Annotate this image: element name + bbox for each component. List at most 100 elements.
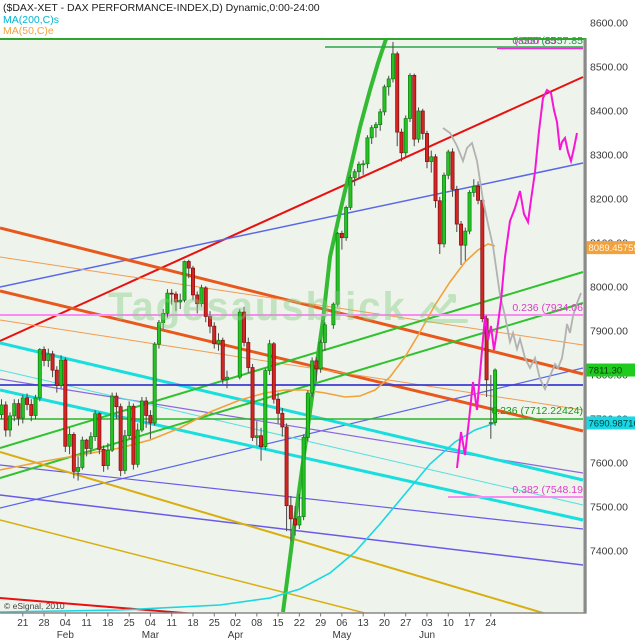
candle-up <box>378 111 383 125</box>
candle-up <box>335 232 340 305</box>
candle-up <box>161 313 166 323</box>
fib-label: 0.236 (7934.06 <box>512 302 583 314</box>
date-label: 25 <box>124 618 136 629</box>
candle-up <box>369 127 374 139</box>
month-label: Feb <box>57 630 75 640</box>
blue-uptrend-1 <box>0 162 584 288</box>
red-major-uptrend <box>0 76 584 342</box>
date-label: 04 <box>60 618 72 629</box>
candle-down <box>3 404 8 431</box>
candle-up <box>225 376 229 380</box>
date-label: 02 <box>230 618 242 629</box>
candle-up <box>322 324 327 343</box>
time-axis-labels: 21 28 04 11 18 25 04 11 18 25 02 08 15 22 29 06 13 20 27 03… <box>17 613 497 640</box>
candle-down <box>459 223 463 246</box>
candle-up <box>135 429 140 465</box>
candle-down <box>144 400 149 416</box>
candle-up <box>110 395 115 451</box>
gold-downtrend-1 <box>0 451 547 613</box>
date-label: 15 <box>273 618 285 629</box>
candle-up <box>408 75 412 119</box>
legend-ma200: MA(200,C)s <box>3 14 59 26</box>
candle-down <box>42 349 47 361</box>
candle-down <box>271 343 276 400</box>
candle-up <box>93 413 98 437</box>
candle-up <box>493 369 498 423</box>
candle-down <box>195 294 200 305</box>
candle-up <box>318 342 323 370</box>
candle-down <box>425 133 429 162</box>
candle-up <box>344 207 349 239</box>
candle-up <box>237 311 242 378</box>
date-label: 10 <box>443 618 455 629</box>
candle-up <box>127 405 132 437</box>
candle-up <box>59 359 64 386</box>
price-axis-labels: 8600.008500.008400.008300.008200.008100.… <box>590 18 628 558</box>
candle-down <box>450 151 455 190</box>
candle-down <box>276 398 281 414</box>
candle-up <box>356 163 361 173</box>
fib-label: 0.382 (7548.19 <box>512 484 583 496</box>
date-label: 03 <box>421 618 433 629</box>
candle-up <box>263 370 268 448</box>
date-label: 21 <box>17 618 29 629</box>
candle-up <box>67 434 72 447</box>
gray-analog-line <box>442 127 582 392</box>
candle-down <box>399 131 404 154</box>
fib-label: 0.000 (8557.85 <box>512 35 583 47</box>
candle-up <box>365 137 370 165</box>
candle-down <box>250 367 255 438</box>
candle-up <box>122 435 127 471</box>
candle-up <box>429 156 434 162</box>
candle-down <box>395 53 400 133</box>
candle-down <box>433 156 438 202</box>
price-axis-label: 7400.00 <box>590 546 628 558</box>
price-axis-label: 7900.00 <box>590 326 628 338</box>
candle-down <box>54 369 59 386</box>
candle-down <box>420 110 425 134</box>
candle-down <box>288 505 293 520</box>
watermark-text: Tagesausblick <box>108 285 407 329</box>
candle-down <box>148 415 153 424</box>
candle-down <box>437 200 442 245</box>
candle-up <box>88 436 93 449</box>
ma50-value-badge-bg <box>586 241 635 255</box>
candle-down <box>186 261 191 269</box>
date-label: 28 <box>38 618 50 629</box>
month-label: Apr <box>228 630 244 640</box>
candle-up <box>37 349 42 399</box>
candle-down <box>314 360 319 370</box>
candle-up <box>382 86 387 113</box>
date-label: 11 <box>81 618 92 629</box>
candle-down <box>476 185 481 201</box>
cyan-thick-down-1 <box>0 341 584 482</box>
candle-up <box>416 110 421 140</box>
candle-up <box>297 516 302 526</box>
candle-down <box>50 353 55 371</box>
month-label: Jun <box>419 630 435 640</box>
candle-up <box>310 360 315 394</box>
candle-up <box>178 299 183 303</box>
price-axis-label: 8200.00 <box>590 194 628 206</box>
fib-label: 0.236 (7712.22424) <box>491 405 583 417</box>
candle-up <box>471 185 476 193</box>
candle-down <box>101 449 106 466</box>
candle-up <box>403 118 408 154</box>
legend-ma50: MA(50,C)e <box>3 25 54 37</box>
date-label: 18 <box>102 618 114 629</box>
date-label: 17 <box>464 618 476 629</box>
axis-badges: 8089.45759 7811.30 7690.98716 <box>586 241 635 430</box>
legend-ma50-label: MA(50,C)e <box>3 25 54 37</box>
candle-up <box>46 353 51 361</box>
candles-group <box>0 41 498 542</box>
candle-up <box>361 163 366 166</box>
date-label: 18 <box>187 618 199 629</box>
date-label: 25 <box>209 618 221 629</box>
candle-up <box>33 397 38 416</box>
candle-down <box>480 199 485 320</box>
blue-downtrend-2 <box>0 494 584 566</box>
watermark-chart-arrow-icon <box>419 294 468 323</box>
candle-up <box>348 177 353 208</box>
plot-layers <box>0 39 584 613</box>
